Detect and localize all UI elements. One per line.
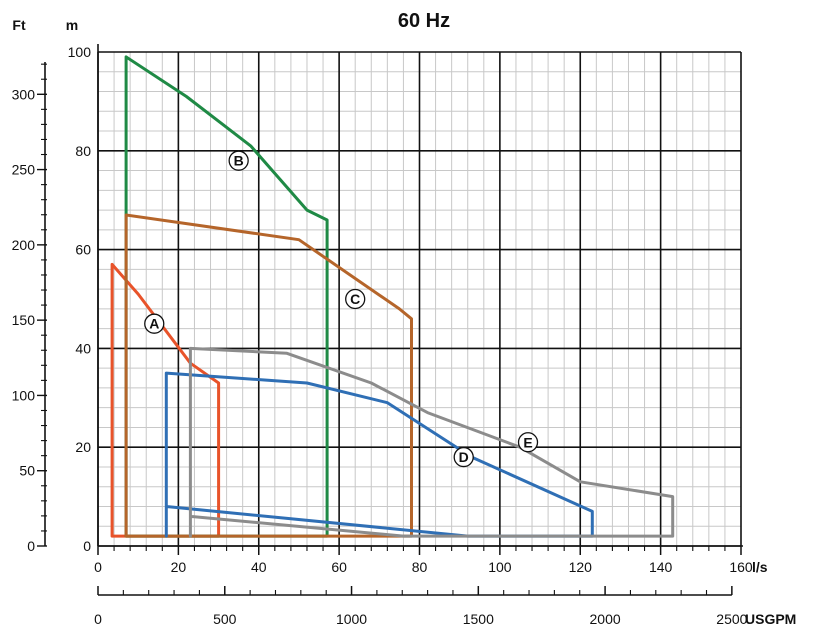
ls-tick-label: 20 (171, 559, 187, 575)
ft-tick-label: 250 (12, 162, 36, 178)
series-layer: A B C D E (110, 55, 675, 538)
ls-tick-label: 40 (251, 559, 267, 575)
ft-tick-label: 50 (19, 463, 35, 479)
ls-tick-label: 0 (94, 559, 102, 575)
ft-tick-label: 0 (27, 538, 35, 554)
series-d-marker-label: D (459, 449, 469, 465)
ls-tick-label: 100 (488, 559, 512, 575)
series-e-marker-circle (517, 432, 539, 453)
usgpm-tick-label: 0 (94, 611, 102, 627)
m-tick-label: 80 (75, 143, 91, 159)
ft-tick-label: 150 (12, 312, 36, 328)
series-e-marker-label: E (523, 434, 532, 450)
ls-axis-unit: l/s (752, 559, 768, 575)
series-e-envelope (188, 346, 675, 538)
series-d-marker-circle (453, 446, 474, 468)
ft-tick-label: 300 (12, 86, 36, 102)
usgpm-tick-label: 2500 (716, 611, 747, 627)
series-a-marker-circle (144, 313, 165, 334)
ls-tick-label: 60 (331, 559, 347, 575)
ls-tick-label: 140 (649, 559, 673, 575)
usgpm-tick-label: 1000 (336, 611, 367, 627)
ls-tick-label: 120 (569, 559, 593, 575)
series-c-marker-label: C (350, 291, 360, 307)
series-c-marker-circle (345, 288, 366, 310)
m-tick-label: 40 (75, 340, 91, 356)
series-d-envelope (164, 371, 594, 538)
ft-tick-label: 100 (12, 387, 36, 403)
m-tick-label: 60 (75, 242, 91, 258)
ls-tick-label: 80 (412, 559, 428, 575)
series-a-marker-label: A (149, 316, 159, 332)
series-b-marker-circle (228, 150, 249, 171)
m-tick-label: 100 (68, 44, 92, 60)
usgpm-tick-label: 2000 (590, 611, 621, 627)
usgpm-axis-unit: USGPM (745, 611, 796, 627)
ft-tick-label: 200 (12, 237, 36, 253)
usgpm-tick-label: 500 (213, 611, 237, 627)
series-b-marker-label: B (234, 153, 244, 169)
series-c-envelope (124, 213, 413, 538)
m-axis-unit: m (66, 17, 78, 33)
m-tick-label: 20 (75, 439, 91, 455)
ls-tick-label: 160 (729, 559, 753, 575)
usgpm-tick-label: 1500 (463, 611, 494, 627)
m-tick-label: 0 (83, 538, 91, 554)
ft-axis-unit: Ft (12, 17, 26, 33)
chart-title: 60 Hz (398, 10, 450, 32)
